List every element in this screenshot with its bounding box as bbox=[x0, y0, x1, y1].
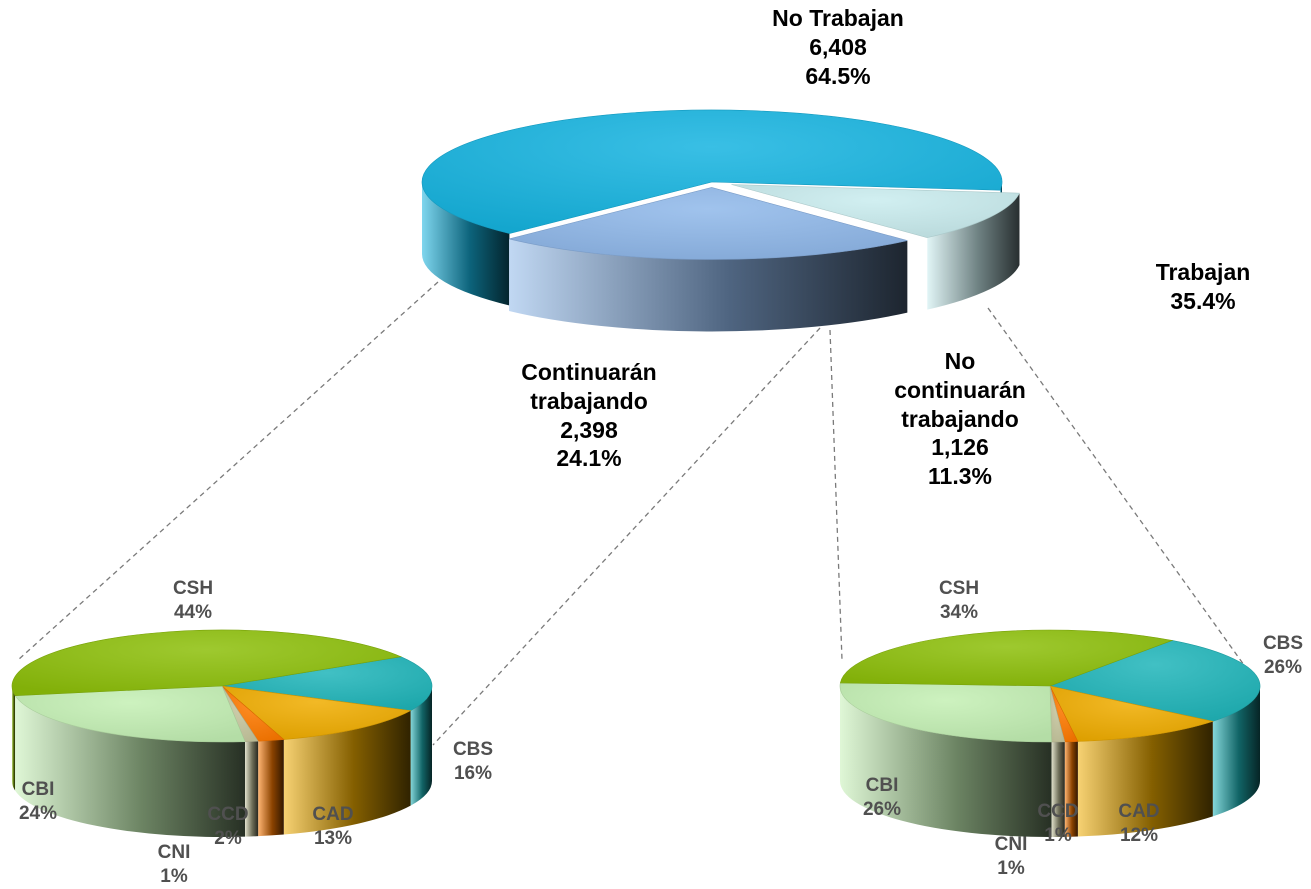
CBS-slice-side bbox=[1212, 686, 1260, 817]
CSH-slice bbox=[839, 629, 1174, 687]
right-cad-label: CAD 12% bbox=[1118, 801, 1160, 846]
right-cni-label: CNI 1% bbox=[994, 834, 1028, 879]
CAD-slice bbox=[221, 685, 412, 740]
left-cni-label: CNI 1% bbox=[157, 842, 191, 887]
continuaran-label: Continuarán trabajando 2,398 24.1% bbox=[521, 359, 657, 472]
CSH-slice bbox=[11, 629, 403, 696]
left-csh-label: CSH 44% bbox=[172, 578, 214, 623]
CBS-slice-side bbox=[410, 686, 432, 806]
CNI-slice-side bbox=[1051, 741, 1065, 837]
CAD-slice-side bbox=[1077, 721, 1213, 837]
main-pie bbox=[421, 109, 1020, 332]
CAD-slice bbox=[1049, 685, 1214, 742]
left-ccd-label: CCD 2% bbox=[207, 804, 249, 849]
CCD-slice-side bbox=[258, 739, 284, 837]
CBI-slice-side bbox=[15, 695, 246, 838]
no_trabajan-slice-side bbox=[422, 182, 510, 306]
CNI-slice-side bbox=[245, 741, 259, 837]
connector-lines bbox=[17, 281, 1245, 746]
trabajan-group-label: Trabajan 35.4% bbox=[1155, 259, 1251, 314]
left-cad-label: CAD 13% bbox=[312, 804, 354, 849]
CBS-slice bbox=[1048, 640, 1261, 722]
no_trabajan-label: No Trabajan 6,408 64.5% bbox=[772, 5, 904, 89]
connector-line bbox=[432, 327, 821, 746]
CCD-slice-side bbox=[1064, 741, 1078, 837]
no_continuaran-slice bbox=[731, 184, 1020, 238]
connector-line bbox=[17, 281, 439, 661]
right-ccd-label: CCD 1% bbox=[1037, 801, 1079, 846]
left-cbi-label: CBI 24% bbox=[18, 779, 58, 824]
no_trabajan-slice bbox=[421, 109, 1003, 234]
right-cbi-label: CBI 26% bbox=[862, 775, 902, 820]
left-breakdown-pie bbox=[11, 629, 433, 838]
CBI-slice-side bbox=[840, 686, 1052, 837]
right-csh-label: CSH 34% bbox=[938, 578, 980, 623]
CAD-slice-side bbox=[283, 710, 411, 835]
continuaran-slice bbox=[508, 187, 908, 260]
right-breakdown-pie bbox=[839, 629, 1261, 837]
left-cbs-label: CBS 16% bbox=[452, 739, 494, 784]
CBS-slice bbox=[221, 656, 433, 711]
CSH-slice-side bbox=[12, 686, 16, 791]
connector-line bbox=[987, 307, 1245, 666]
CBI-slice bbox=[14, 685, 246, 743]
connector-line bbox=[829, 329, 843, 661]
CBI-slice bbox=[839, 682, 1052, 743]
no_continuaran-slice-side bbox=[927, 193, 1020, 310]
right-cbs-label: CBS 26% bbox=[1262, 633, 1304, 678]
no_continuaran-label: No continuarán trabajando 1,126 11.3% bbox=[894, 348, 1026, 489]
continuaran-slice-side bbox=[509, 238, 908, 332]
